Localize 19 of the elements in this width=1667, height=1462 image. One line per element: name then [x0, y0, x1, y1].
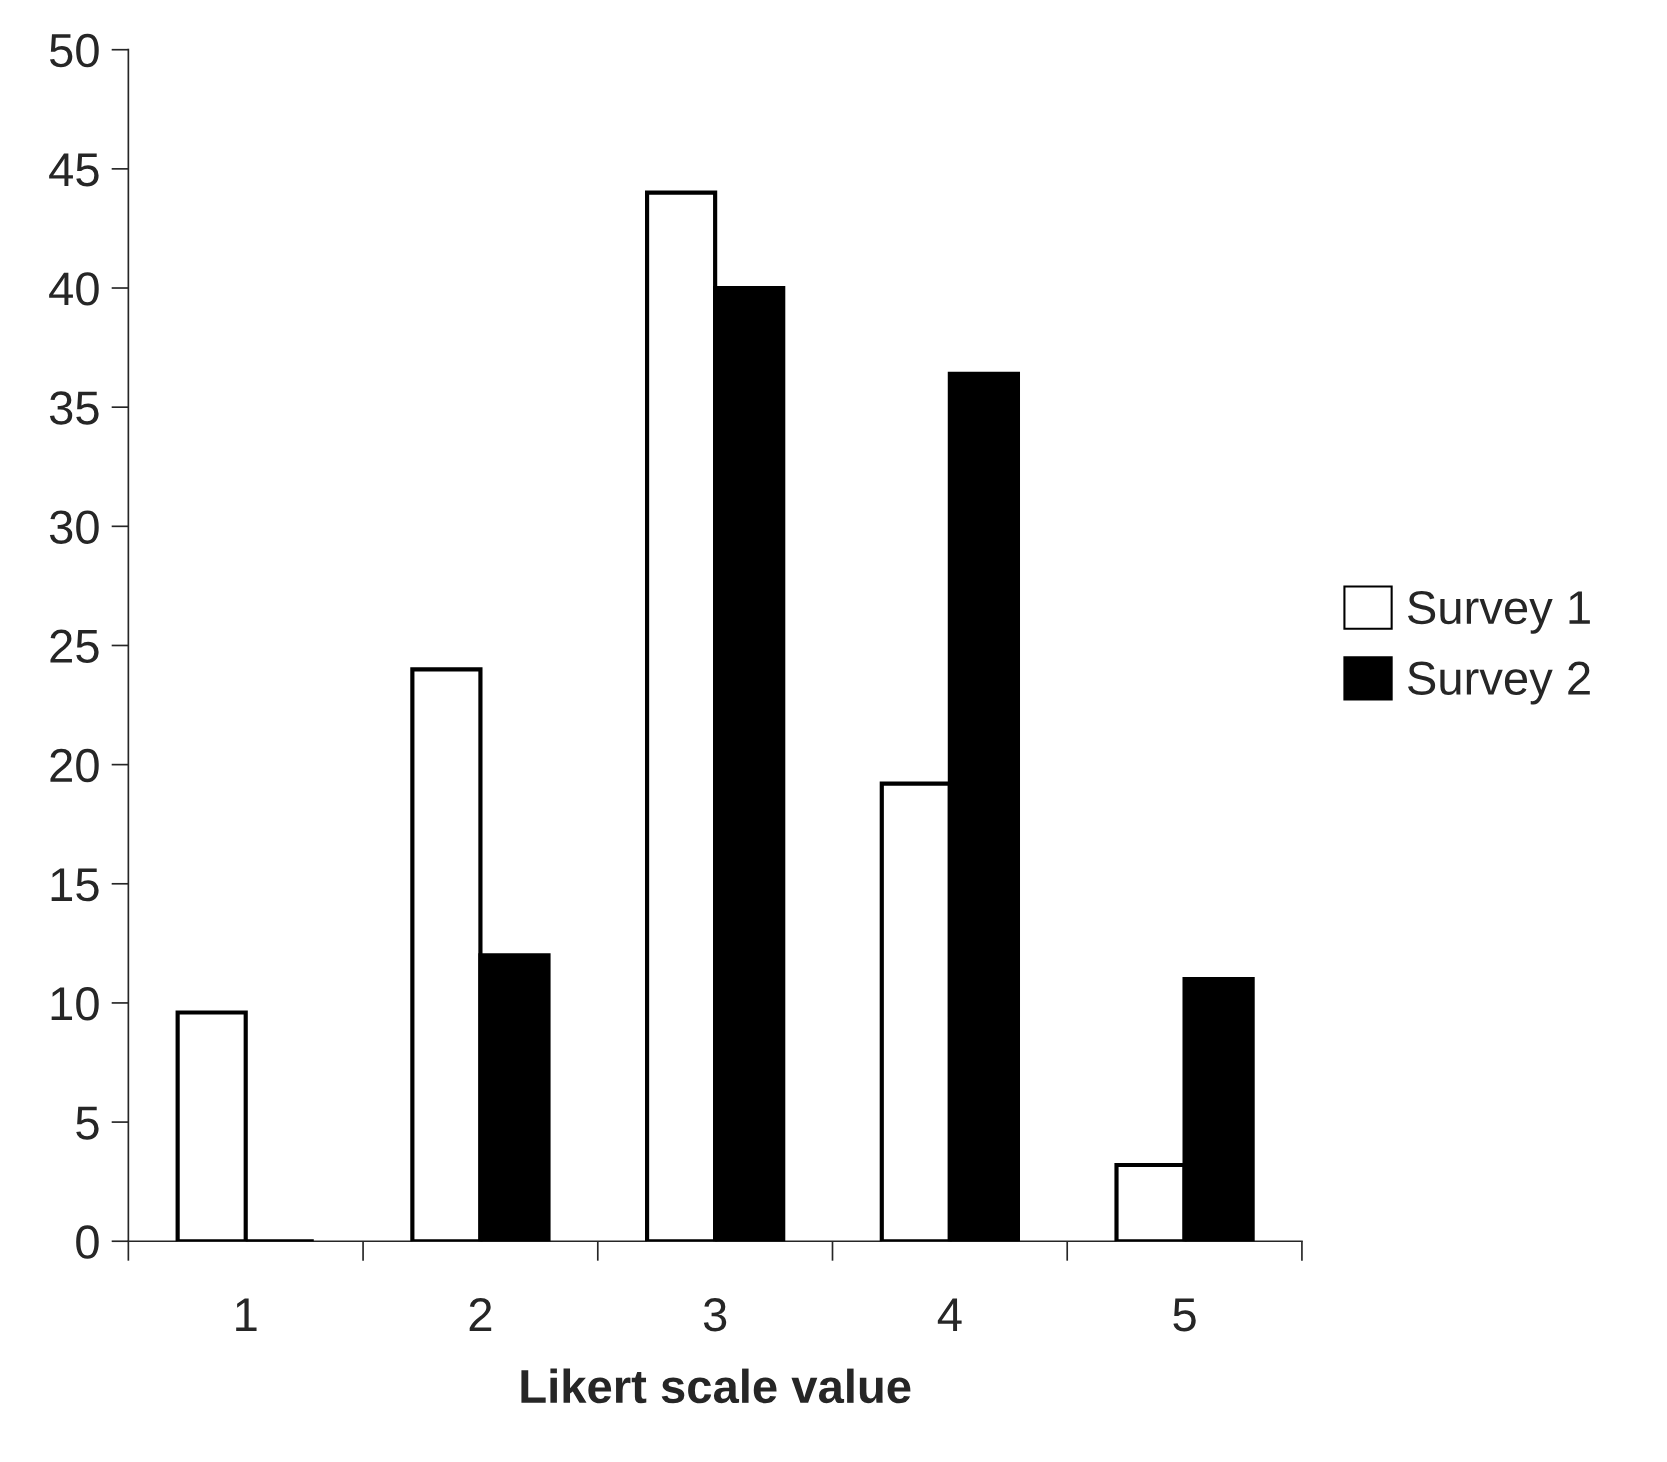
x-tick-label: 5 — [1173, 1298, 1196, 1332]
y-tick-label: 10 — [51, 987, 99, 1021]
y-tick-label: 5 — [76, 1106, 99, 1140]
x-tick-label: 1 — [236, 1298, 257, 1332]
legend-label: Survey 2 — [1407, 661, 1590, 705]
y-tick-label: 35 — [49, 391, 99, 425]
y-tick-label: 50 — [49, 33, 99, 68]
y-tick-label: 0 — [76, 1225, 99, 1259]
x-tick-label: 2 — [469, 1298, 492, 1332]
x-tick-label: 4 — [937, 1298, 962, 1332]
y-tick-label: 25 — [50, 629, 99, 664]
legend-label: Survey 1 — [1407, 590, 1590, 634]
y-tick-label: 30 — [49, 510, 99, 544]
x-axis-title: Likert scale value — [521, 1368, 911, 1404]
y-tick-label: 40 — [49, 272, 99, 306]
y-tick-label: 15 — [51, 868, 99, 902]
y-tick-label: 20 — [50, 748, 99, 783]
x-tick-label: 3 — [703, 1298, 727, 1332]
y-tick-label: 45 — [49, 153, 99, 187]
